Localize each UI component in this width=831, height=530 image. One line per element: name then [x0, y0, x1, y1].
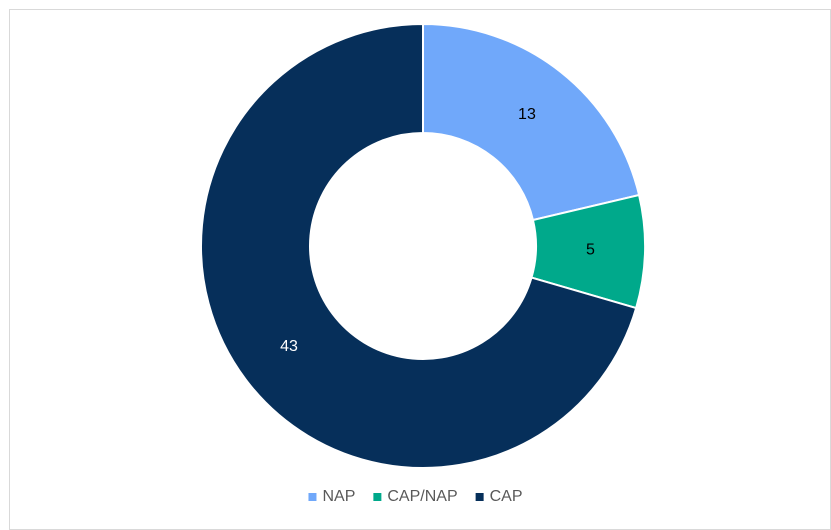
- legend-swatch: [475, 493, 484, 501]
- legend-swatch: [308, 493, 317, 501]
- legend-swatch: [373, 493, 382, 501]
- donut-segment: [422, 22, 641, 222]
- data-label: 5: [586, 242, 595, 259]
- data-label: 43: [280, 338, 298, 355]
- legend-label: CAP/NAP: [387, 488, 457, 505]
- legend-label: NAP: [322, 488, 355, 505]
- data-label: 13: [518, 106, 536, 123]
- legend-label: CAP: [490, 488, 523, 505]
- donut-segment: [200, 22, 638, 469]
